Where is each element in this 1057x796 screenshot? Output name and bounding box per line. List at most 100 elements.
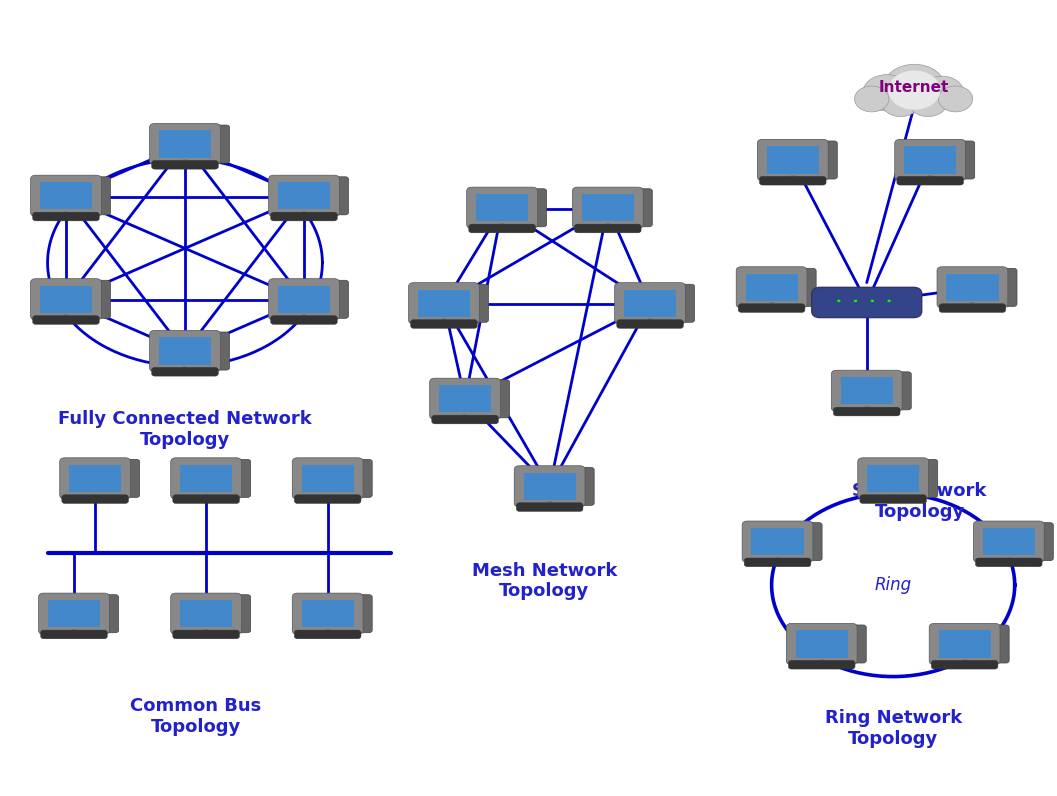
Text: Mesh Network
Topology: Mesh Network Topology <box>471 562 617 600</box>
FancyBboxPatch shape <box>929 623 1000 665</box>
FancyBboxPatch shape <box>796 630 848 657</box>
FancyBboxPatch shape <box>41 630 108 638</box>
FancyBboxPatch shape <box>180 600 233 627</box>
FancyBboxPatch shape <box>782 179 803 181</box>
FancyBboxPatch shape <box>970 302 975 306</box>
FancyBboxPatch shape <box>744 558 811 567</box>
Circle shape <box>863 75 911 111</box>
FancyBboxPatch shape <box>523 473 576 500</box>
FancyBboxPatch shape <box>230 459 251 498</box>
FancyBboxPatch shape <box>48 600 100 627</box>
FancyBboxPatch shape <box>33 213 99 220</box>
Circle shape <box>884 64 945 111</box>
FancyBboxPatch shape <box>846 625 867 663</box>
FancyBboxPatch shape <box>294 495 360 504</box>
FancyBboxPatch shape <box>796 268 816 306</box>
FancyBboxPatch shape <box>85 498 106 499</box>
FancyBboxPatch shape <box>573 187 643 228</box>
FancyBboxPatch shape <box>489 380 509 418</box>
FancyBboxPatch shape <box>328 177 349 215</box>
FancyBboxPatch shape <box>293 318 315 320</box>
FancyBboxPatch shape <box>326 494 330 498</box>
FancyBboxPatch shape <box>548 501 552 505</box>
FancyBboxPatch shape <box>928 175 932 179</box>
FancyBboxPatch shape <box>894 139 966 181</box>
FancyBboxPatch shape <box>170 458 241 499</box>
FancyBboxPatch shape <box>301 465 354 492</box>
FancyBboxPatch shape <box>939 630 990 657</box>
FancyBboxPatch shape <box>90 280 111 318</box>
FancyBboxPatch shape <box>983 528 1035 556</box>
FancyBboxPatch shape <box>64 314 68 318</box>
FancyBboxPatch shape <box>328 280 349 318</box>
FancyBboxPatch shape <box>1006 556 1010 560</box>
FancyBboxPatch shape <box>431 416 499 423</box>
FancyBboxPatch shape <box>149 123 220 165</box>
FancyBboxPatch shape <box>574 467 594 505</box>
FancyBboxPatch shape <box>761 306 782 308</box>
FancyBboxPatch shape <box>174 163 196 165</box>
FancyBboxPatch shape <box>429 378 501 419</box>
Text: Fully Connected Network
Topology: Fully Connected Network Topology <box>58 411 312 449</box>
Circle shape <box>854 86 889 112</box>
FancyBboxPatch shape <box>606 223 610 227</box>
Text: Internet: Internet <box>879 80 949 95</box>
FancyBboxPatch shape <box>946 274 999 301</box>
FancyBboxPatch shape <box>209 125 229 163</box>
FancyBboxPatch shape <box>230 595 251 633</box>
FancyBboxPatch shape <box>776 556 780 560</box>
FancyBboxPatch shape <box>183 159 187 163</box>
FancyBboxPatch shape <box>1033 523 1054 560</box>
FancyBboxPatch shape <box>55 215 77 217</box>
FancyBboxPatch shape <box>648 318 652 322</box>
FancyBboxPatch shape <box>917 459 938 498</box>
FancyBboxPatch shape <box>159 131 211 158</box>
FancyBboxPatch shape <box>469 224 535 233</box>
FancyBboxPatch shape <box>352 595 372 633</box>
FancyBboxPatch shape <box>759 177 827 185</box>
FancyBboxPatch shape <box>962 306 983 308</box>
FancyBboxPatch shape <box>976 558 1042 567</box>
FancyBboxPatch shape <box>439 385 492 412</box>
Text: Common Bus
Topology: Common Bus Topology <box>130 697 261 736</box>
FancyBboxPatch shape <box>840 377 893 404</box>
FancyBboxPatch shape <box>196 498 217 499</box>
FancyBboxPatch shape <box>738 304 805 312</box>
FancyBboxPatch shape <box>858 458 928 499</box>
FancyBboxPatch shape <box>173 495 239 504</box>
FancyBboxPatch shape <box>769 302 774 306</box>
Circle shape <box>871 299 874 302</box>
FancyBboxPatch shape <box>40 182 92 209</box>
FancyBboxPatch shape <box>352 459 372 498</box>
Text: Star Network
Topology: Star Network Topology <box>852 482 987 521</box>
FancyBboxPatch shape <box>963 659 966 663</box>
FancyBboxPatch shape <box>766 146 819 174</box>
FancyBboxPatch shape <box>69 465 122 492</box>
Circle shape <box>888 299 891 302</box>
FancyBboxPatch shape <box>93 494 97 498</box>
FancyBboxPatch shape <box>40 286 92 313</box>
FancyBboxPatch shape <box>514 466 586 507</box>
FancyBboxPatch shape <box>891 494 895 498</box>
FancyBboxPatch shape <box>317 633 338 634</box>
FancyBboxPatch shape <box>59 458 131 499</box>
FancyBboxPatch shape <box>940 304 1006 312</box>
FancyBboxPatch shape <box>278 182 330 209</box>
FancyBboxPatch shape <box>292 458 364 499</box>
FancyBboxPatch shape <box>526 189 546 227</box>
FancyBboxPatch shape <box>31 175 101 217</box>
FancyBboxPatch shape <box>766 560 789 563</box>
FancyBboxPatch shape <box>174 370 196 372</box>
FancyBboxPatch shape <box>209 332 229 370</box>
FancyBboxPatch shape <box>180 465 233 492</box>
FancyBboxPatch shape <box>61 495 129 504</box>
FancyBboxPatch shape <box>597 227 618 228</box>
FancyBboxPatch shape <box>55 318 77 320</box>
FancyBboxPatch shape <box>539 505 560 507</box>
FancyBboxPatch shape <box>817 141 837 179</box>
FancyBboxPatch shape <box>997 268 1017 306</box>
FancyBboxPatch shape <box>920 179 941 181</box>
FancyBboxPatch shape <box>953 663 976 665</box>
FancyBboxPatch shape <box>293 215 315 217</box>
FancyBboxPatch shape <box>736 267 808 308</box>
